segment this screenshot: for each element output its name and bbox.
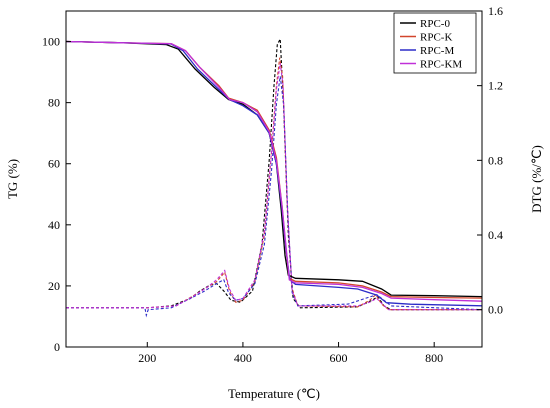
- x-tick-label: 600: [330, 351, 348, 365]
- legend-label: RPC-KM: [420, 59, 462, 71]
- x-tick-label: 800: [425, 351, 443, 365]
- y-left-tick-label: 0: [54, 340, 60, 354]
- y-axis-left-label: TG (%): [5, 159, 20, 199]
- y-left-tick-label: 40: [48, 218, 60, 232]
- y-left-tick-label: 60: [48, 157, 60, 171]
- dtg-line-rpc-0: [66, 36, 482, 311]
- y-right-tick-label: 1.2: [488, 79, 503, 93]
- legend-label: RPC-K: [420, 32, 452, 44]
- legend-label: RPC-0: [420, 18, 450, 30]
- y-axis-right-label: DTG (%/℃): [529, 145, 544, 213]
- x-tick-label: 200: [138, 351, 156, 365]
- y-left-tick-label: 100: [42, 35, 60, 49]
- dtg-line-rpc-km: [66, 63, 482, 311]
- tg-line-rpc-km: [65, 40, 483, 302]
- legend-label: RPC-M: [420, 45, 454, 57]
- y-right-tick-label: 0.0: [488, 303, 503, 317]
- y-right-tick-label: 0.8: [488, 153, 503, 167]
- x-axis-label: Temperature (℃): [228, 386, 320, 401]
- y-right-tick-label: 0.4: [488, 228, 503, 242]
- y-right-tick-label: 1.6: [488, 4, 503, 18]
- y-left-tick-label: 80: [48, 96, 60, 110]
- y-left-tick-label: 20: [48, 279, 60, 293]
- plot-frame: [65, 10, 483, 348]
- x-tick-label: 400: [234, 351, 252, 365]
- dtg-line-rpc-k: [66, 57, 482, 311]
